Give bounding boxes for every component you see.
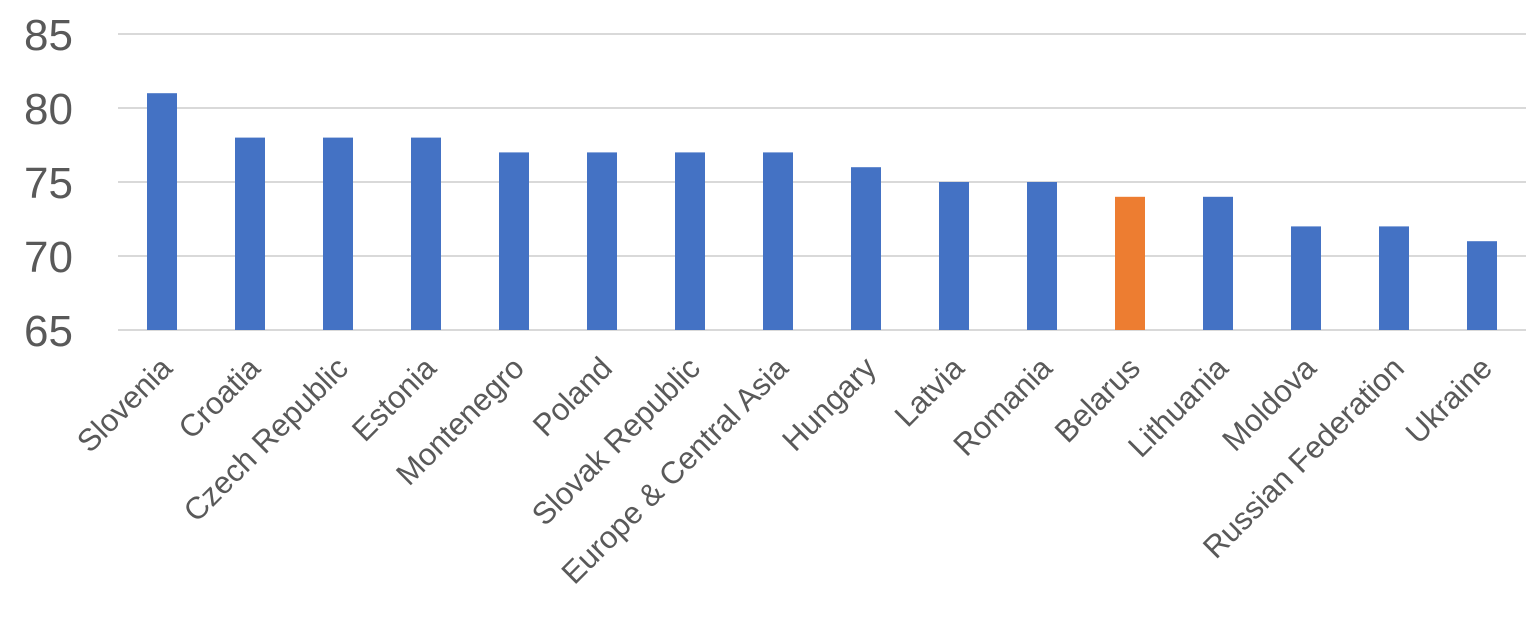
x-tick-label: Slovenia [70,350,179,459]
bar-europe-central-asia [763,152,793,330]
y-tick-label: 65 [24,307,73,356]
bar-slovenia [147,93,177,330]
y-tick-label: 75 [24,159,73,208]
y-axis-ticks: 65 70 75 80 85 [24,11,73,356]
y-tick-label: 85 [24,11,73,60]
bar-estonia [411,137,441,330]
bar-hungary [851,167,881,330]
bar-montenegro [499,152,529,330]
bar-ukraine [1467,241,1497,330]
x-tick-label: Romania [946,350,1059,463]
bars [147,93,1497,330]
bar-belarus [1115,196,1145,330]
bar-lithuania [1203,196,1233,330]
bar-slovak-republic [675,152,705,330]
x-tick-label: Czech Republic [177,350,355,528]
bar-latvia [939,182,969,330]
x-tick-label: Latvia [888,350,972,434]
y-tick-label: 80 [24,85,73,134]
bar-czech-republic [323,137,353,330]
bar-moldova [1291,226,1321,330]
bar-romania [1027,182,1057,330]
x-tick-label: Ukraine [1399,350,1499,450]
bar-croatia [235,137,265,330]
bar-poland [587,152,617,330]
x-tick-label: Hungary [775,350,883,458]
bar-russian-federation [1379,226,1409,330]
y-tick-label: 70 [24,233,73,282]
